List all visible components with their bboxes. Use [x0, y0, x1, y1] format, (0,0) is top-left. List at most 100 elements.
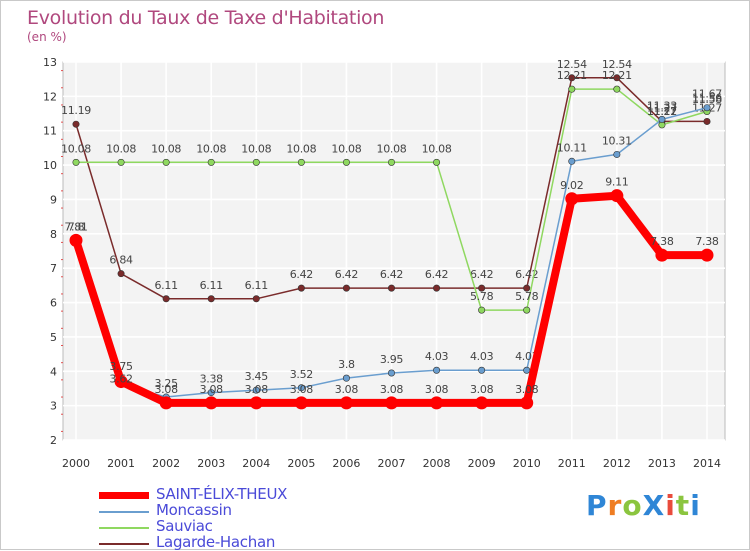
data-label: 10.08 [196, 142, 226, 155]
x-tick-label: 2001 [107, 457, 135, 470]
data-point [433, 284, 441, 292]
x-tick-label: 2010 [513, 457, 541, 470]
x-tick-label: 2002 [152, 457, 180, 470]
data-point [252, 158, 260, 166]
data-point [703, 104, 711, 112]
data-point [294, 396, 308, 410]
y-tick-label: 2 [50, 434, 57, 447]
data-point [339, 396, 353, 410]
data-label: 3.45 [245, 370, 269, 383]
x-tick-label: 2004 [242, 457, 270, 470]
data-label: 6.84 [109, 254, 133, 267]
data-point [658, 115, 666, 123]
data-point [655, 248, 669, 262]
x-tick-label: 2012 [603, 457, 631, 470]
data-label: 3.08 [425, 383, 449, 396]
data-label: 3.38 [200, 373, 224, 386]
y-tick-label: 10 [43, 159, 57, 172]
data-label: 3.25 [154, 377, 178, 390]
data-point [565, 192, 579, 206]
data-point [297, 158, 305, 166]
data-label: 6.11 [200, 279, 223, 292]
data-label: 3.08 [515, 383, 539, 396]
data-label: 11.33 [647, 99, 677, 112]
data-point [342, 284, 350, 292]
data-point [387, 284, 395, 292]
data-label: 11.19 [61, 104, 91, 117]
data-point [249, 396, 263, 410]
data-label: 7.38 [650, 235, 674, 248]
data-label: 10.31 [602, 134, 632, 147]
data-point [568, 74, 576, 82]
data-label: 6.42 [290, 268, 313, 281]
x-tick-label: 2005 [287, 457, 315, 470]
y-tick-label: 3 [50, 400, 57, 413]
data-point [342, 374, 350, 382]
data-label: 3.52 [290, 368, 313, 381]
logo-letter: P [586, 489, 608, 522]
data-label: 12.21 [557, 69, 587, 82]
data-point [204, 396, 218, 410]
data-point [613, 150, 621, 158]
data-point [475, 396, 489, 410]
logo-letter: o [622, 489, 643, 522]
data-label: 3.08 [335, 383, 359, 396]
data-point [207, 295, 215, 303]
data-point [117, 270, 125, 278]
logo-letter: i [690, 489, 701, 522]
legend-label: SAINT-ÉLIX-THEUX [156, 485, 288, 503]
x-tick-label: 2000 [62, 457, 90, 470]
data-label: 10.08 [422, 142, 452, 155]
data-point [342, 158, 350, 166]
logo-letter: t [675, 489, 691, 522]
data-label: 7.38 [695, 235, 719, 248]
plot-area [62, 61, 726, 441]
data-point [252, 386, 260, 394]
data-label: 3.08 [154, 383, 178, 396]
data-point [162, 158, 170, 166]
data-point [613, 85, 621, 93]
data-label: 3.62 [109, 372, 132, 385]
data-label: 9.11 [605, 176, 628, 189]
legend-swatch [99, 511, 149, 513]
data-label: 7.81 [64, 220, 87, 233]
data-label: 9.02 [560, 179, 583, 192]
data-label: 6.11 [154, 279, 177, 292]
legend-label: Sauviac [156, 517, 213, 535]
data-point [523, 284, 531, 292]
data-point [117, 158, 125, 166]
data-point [297, 284, 305, 292]
x-tick-label: 2009 [468, 457, 496, 470]
data-label: 10.08 [331, 142, 361, 155]
data-label: 11.56 [692, 91, 722, 104]
chart-subtitle: (en %) [27, 30, 67, 44]
data-point [433, 366, 441, 374]
data-label: 10.08 [377, 142, 407, 155]
y-tick-label: 11 [43, 125, 57, 138]
data-label: 3.75 [109, 360, 133, 373]
legend-label: Moncassin [156, 501, 232, 519]
data-label: 6.11 [245, 279, 268, 292]
data-label: 10.08 [106, 142, 136, 155]
x-tick-label: 2007 [378, 457, 406, 470]
data-point [613, 74, 621, 82]
data-point [430, 396, 444, 410]
data-label: 10.11 [557, 141, 587, 154]
data-point [72, 120, 80, 128]
data-label: 6.42 [380, 268, 403, 281]
data-label: 3.08 [200, 383, 224, 396]
data-label: 7.8 [68, 221, 85, 234]
y-tick-label: 4 [50, 365, 57, 378]
data-point [568, 85, 576, 93]
data-point [72, 158, 80, 166]
y-tick-label: 8 [50, 228, 57, 241]
data-label: 4.03 [425, 350, 449, 363]
data-label: 5.78 [470, 290, 494, 303]
data-label: 12.54 [557, 58, 587, 71]
data-label: 11.58 [692, 93, 722, 106]
data-label: 10.08 [61, 142, 91, 155]
data-point [385, 396, 398, 410]
y-tick-label: 12 [43, 90, 57, 103]
data-point [207, 389, 215, 397]
chart-title: Evolution du Taux de Taxe d'Habitation [27, 7, 385, 29]
